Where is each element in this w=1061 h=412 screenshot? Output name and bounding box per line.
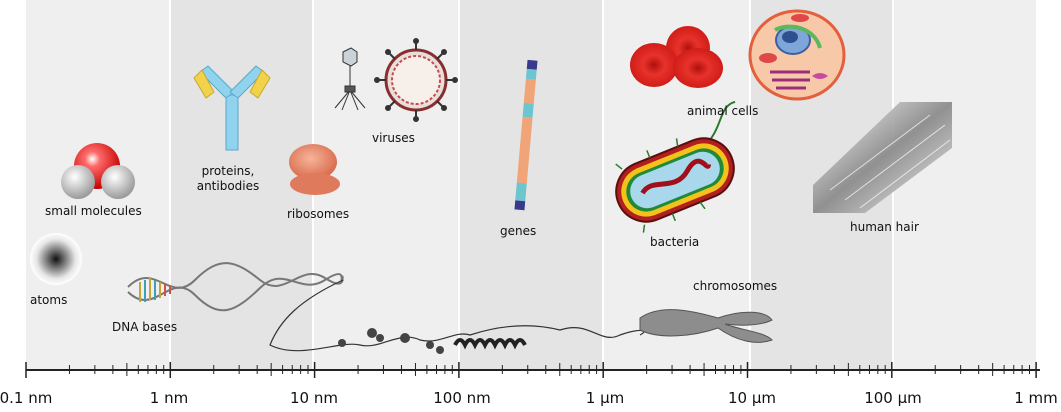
- scale-label-4: 1 µm: [585, 389, 625, 407]
- scale-label-1: 1 nm: [149, 389, 189, 407]
- scale-label-2: 10 nm: [290, 389, 338, 407]
- scale-label-5: 10 µm: [727, 389, 777, 407]
- label-animal-cells: animal cells: [687, 104, 759, 118]
- scale-label-3: 100 nm: [433, 389, 491, 407]
- label-genes: genes: [500, 224, 537, 238]
- label-ribosomes: ribosomes: [287, 207, 350, 221]
- ribosome-icon: [289, 144, 340, 195]
- chromosome-icon: [639, 309, 773, 343]
- label-proteins: proteins, antibodies: [194, 164, 262, 194]
- gene-icon: [514, 59, 538, 211]
- label-small-molecules: small molecules: [45, 204, 142, 218]
- label-atoms: atoms: [30, 293, 68, 307]
- label-proteins-line2: antibodies: [196, 179, 260, 193]
- bacteriophage-icon: [334, 47, 366, 111]
- band-6: [894, 0, 1036, 370]
- small-molecule-icon: [61, 143, 135, 199]
- human-hair-icon: [813, 102, 952, 213]
- label-chromosomes: chromosomes: [693, 279, 778, 293]
- axis-ticks: [25, 362, 1037, 378]
- scale-label-0: 0.1 nm: [0, 389, 53, 407]
- chromatin-icon: [269, 279, 645, 354]
- atom-icon: [30, 233, 82, 285]
- scale-label-6: 100 µm: [864, 389, 922, 407]
- label-viruses: viruses: [372, 131, 415, 145]
- animal-cell-icon: [748, 9, 846, 101]
- virus-icon: [374, 38, 458, 122]
- label-bacteria: bacteria: [650, 235, 700, 249]
- red-blood-cells-icon: [630, 26, 723, 88]
- bacterium-icon: [615, 100, 736, 233]
- antibody-icon: [193, 65, 271, 151]
- label-human-hair: human hair: [850, 220, 919, 234]
- label-dna-bases: DNA bases: [112, 320, 178, 334]
- band-1: [171, 0, 312, 370]
- label-proteins-line1: proteins,: [201, 164, 255, 178]
- scale-label-7: 1 mm: [1014, 389, 1058, 407]
